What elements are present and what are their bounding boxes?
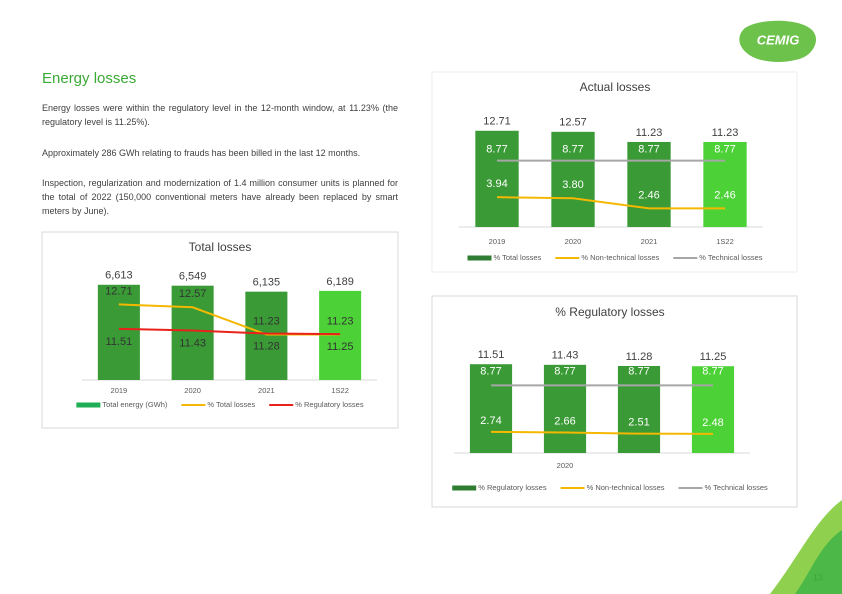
bar-label: 6,135 bbox=[253, 277, 281, 289]
bar-label: 11.51 bbox=[478, 349, 505, 361]
heading: Energy losses bbox=[42, 70, 137, 87]
line-label: 2.51 bbox=[628, 417, 649, 429]
x-tick-label: 1S22 bbox=[716, 237, 734, 246]
legend-label: Total energy (GWh) bbox=[102, 400, 168, 409]
line-label: 8.77 bbox=[638, 144, 659, 156]
line-label: 11.25 bbox=[327, 341, 354, 353]
line-label: 11.23 bbox=[253, 315, 280, 327]
line-label: 8.77 bbox=[486, 144, 507, 156]
page-number: 13 bbox=[813, 572, 823, 582]
legend-label: % Regulatory losses bbox=[295, 400, 364, 409]
bar bbox=[171, 285, 214, 380]
bar bbox=[551, 131, 595, 227]
legend-label: % Technical losses bbox=[705, 483, 768, 492]
line-label: 12.57 bbox=[179, 288, 207, 300]
bar bbox=[475, 130, 519, 227]
line-series bbox=[496, 196, 725, 210]
line-label: 8.77 bbox=[714, 144, 735, 156]
bar bbox=[627, 141, 671, 227]
line-series bbox=[490, 430, 714, 435]
bar-label: 6,613 bbox=[105, 270, 133, 282]
chart-title: Actual losses bbox=[580, 80, 651, 94]
line-label: 12.71 bbox=[105, 285, 133, 297]
line-label: 8.77 bbox=[702, 365, 723, 377]
legend-swatch bbox=[76, 402, 101, 408]
x-tick-label: 2019 bbox=[489, 237, 506, 246]
legend-label: % Non-technical losses bbox=[587, 483, 665, 492]
legend-label: % Regulatory losses bbox=[478, 483, 547, 492]
line-label: 3.80 bbox=[562, 179, 583, 191]
x-tick-label: 1S22 bbox=[331, 386, 349, 395]
chart-title: % Regulatory losses bbox=[555, 305, 664, 319]
chart-title: Total losses bbox=[189, 240, 252, 254]
bar-label: 11.25 bbox=[700, 351, 727, 363]
legend-label: % Total losses bbox=[494, 253, 542, 262]
bar-label: 12.71 bbox=[483, 116, 511, 128]
legend-label: % Total losses bbox=[207, 400, 255, 409]
bar-label: 11.23 bbox=[636, 127, 663, 139]
bar bbox=[97, 284, 140, 380]
line-label: 11.51 bbox=[106, 336, 133, 348]
line-label: 2.66 bbox=[554, 415, 575, 427]
chart-frame bbox=[41, 231, 399, 429]
line-label: 2.46 bbox=[714, 189, 735, 201]
logo-shape bbox=[739, 20, 816, 62]
x-tick-label: 2021 bbox=[258, 386, 275, 395]
bar-label: 12.57 bbox=[559, 117, 587, 129]
line-label: 8.77 bbox=[628, 365, 649, 377]
x-tick-label: 2020 bbox=[184, 386, 201, 395]
bar bbox=[469, 364, 513, 453]
bar-label: 11.23 bbox=[712, 127, 739, 139]
bar-label: 6,549 bbox=[179, 271, 207, 283]
chart-frame bbox=[431, 295, 798, 508]
legend-label: % Technical losses bbox=[699, 253, 762, 262]
line-label: 8.77 bbox=[480, 365, 501, 377]
bar-label: 6,189 bbox=[326, 276, 354, 288]
bar bbox=[691, 366, 735, 453]
bar bbox=[703, 141, 747, 227]
bar bbox=[617, 365, 661, 453]
bar bbox=[543, 364, 587, 453]
x-tick-label: 2021 bbox=[641, 237, 658, 246]
x-tick-label: 2020 bbox=[557, 461, 574, 470]
line-label: 8.77 bbox=[554, 365, 575, 377]
line-label: 2.46 bbox=[638, 189, 659, 201]
line-label: 8.77 bbox=[562, 144, 583, 156]
line-label: 2.48 bbox=[702, 417, 723, 429]
paragraph: Approximately 286 GWh relating to frauds… bbox=[42, 148, 361, 158]
bar-label: 11.28 bbox=[626, 351, 653, 363]
paragraph: Energy losses were within the regulatory… bbox=[42, 103, 398, 127]
legend-label: % Non-technical losses bbox=[581, 253, 659, 262]
x-tick-label: 2019 bbox=[111, 386, 128, 395]
chart-frame bbox=[431, 71, 798, 273]
bar-label: 11.43 bbox=[552, 350, 579, 362]
line-label: 11.23 bbox=[327, 315, 354, 327]
line-label: 11.28 bbox=[253, 340, 280, 352]
line-label: 3.94 bbox=[486, 178, 507, 190]
legend-swatch bbox=[452, 485, 477, 491]
line-series bbox=[118, 327, 341, 336]
x-tick-label: 2020 bbox=[565, 237, 582, 246]
decoration bbox=[795, 530, 842, 594]
line-label: 2.74 bbox=[480, 415, 501, 427]
paragraph: Inspection, regularization and moderniza… bbox=[42, 178, 398, 216]
legend-swatch bbox=[467, 255, 492, 261]
logo: CEMIG bbox=[757, 32, 800, 47]
bar bbox=[245, 291, 288, 380]
line-label: 11.43 bbox=[179, 337, 206, 349]
